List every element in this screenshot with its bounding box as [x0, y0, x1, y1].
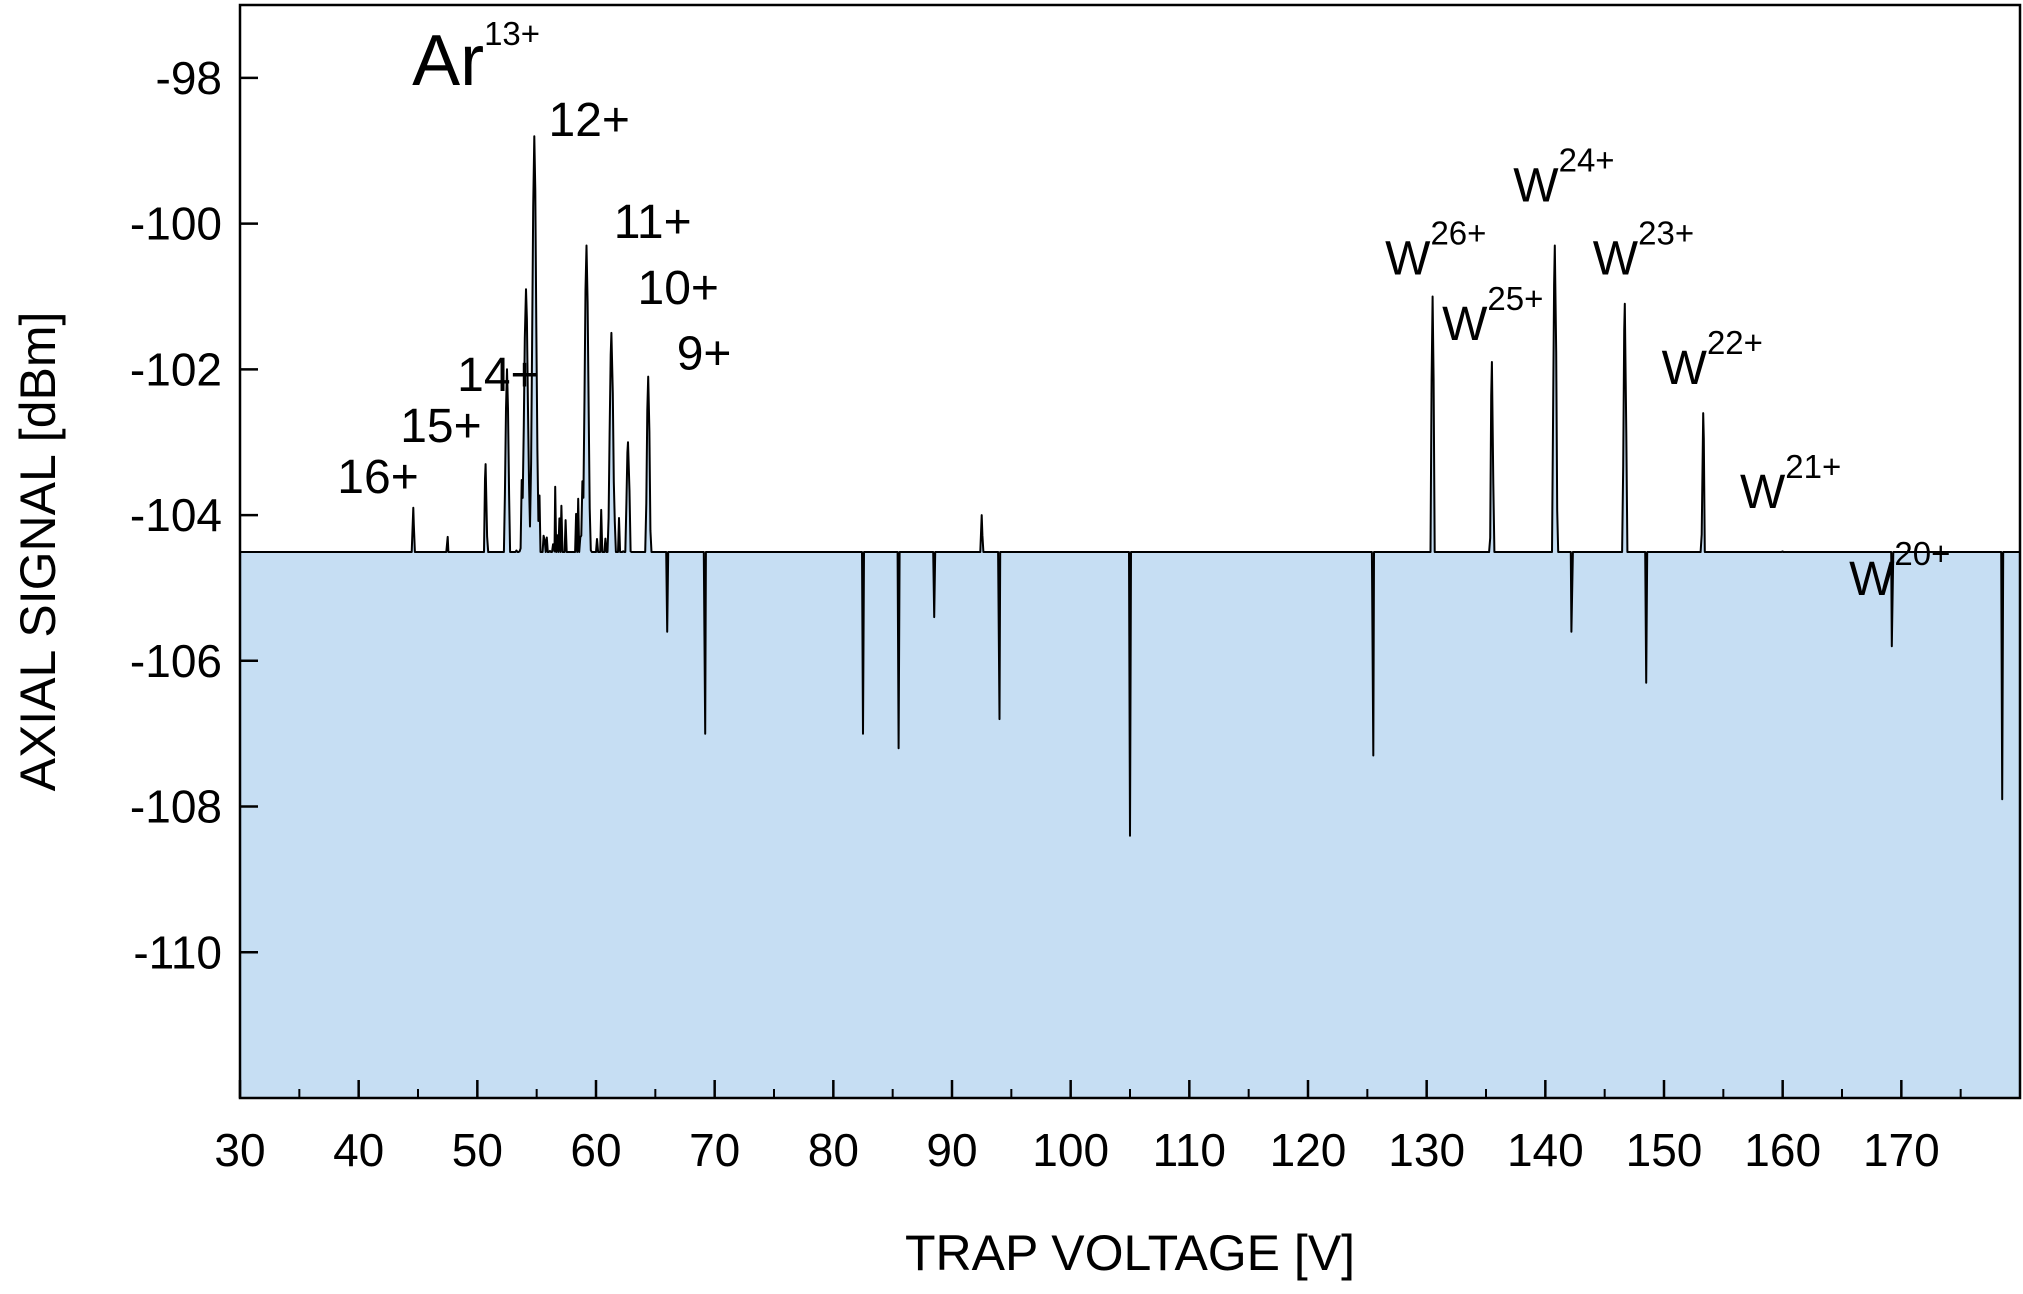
peak-label: W22+	[1662, 324, 1763, 395]
peak-label: 10+	[638, 262, 719, 315]
x-tick-label: 40	[333, 1124, 384, 1176]
peak-label: W23+	[1593, 215, 1694, 286]
annotations: Ar13+12+ 11+ 10+ 9+ 14+15+16+ W26+W25+ W24+W23…	[337, 15, 1950, 606]
peak-label: 16+	[337, 451, 418, 504]
plot-area	[240, 135, 2020, 1098]
y-tick-label: -100	[130, 198, 222, 250]
x-tick-label: 90	[926, 1124, 977, 1176]
peak-label: 11+	[614, 196, 692, 249]
y-tick-label: -106	[130, 635, 222, 687]
x-tick-label: 50	[452, 1124, 503, 1176]
y-tick-label: -102	[130, 343, 222, 395]
x-tick-label: 160	[1744, 1124, 1821, 1176]
x-tick-label: 30	[214, 1124, 265, 1176]
axes: 30 40 50 60 70 80 90 100 110 120 130 140 150 160 170 -9…	[130, 3, 2022, 1176]
peak-label: Ar13+	[412, 15, 540, 101]
peak-label: W25+	[1442, 280, 1543, 351]
x-tick-label: 150	[1626, 1124, 1703, 1176]
peak-label: W21+	[1740, 448, 1841, 519]
x-tick-label: 100	[1032, 1124, 1109, 1176]
x-tick-label: 70	[689, 1124, 740, 1176]
x-tick-label: 80	[808, 1124, 859, 1176]
peak-label: 15+	[400, 400, 481, 453]
signal-line	[240, 135, 2020, 837]
peak-label: W26+	[1385, 215, 1486, 286]
y-tick-label: -108	[130, 781, 222, 833]
y-tick-label: -110	[133, 926, 222, 978]
signal-fill	[240, 136, 2020, 1098]
y-tick-label: -98	[156, 52, 222, 104]
x-tick-label: 140	[1507, 1124, 1584, 1176]
x-tick-label: 130	[1388, 1124, 1465, 1176]
x-tick-label: 170	[1863, 1124, 1940, 1176]
peak-label: W20+	[1849, 535, 1950, 606]
x-axis-title: TRAP VOLTAGE [V]	[905, 1225, 1355, 1281]
x-tick-label: 120	[1270, 1124, 1347, 1176]
peak-label: 9+	[677, 327, 732, 380]
y-tick-label: -104	[130, 489, 222, 541]
peak-label: 14+	[457, 349, 538, 402]
x-tick-label: 60	[570, 1124, 621, 1176]
y-axis-title: AXIAL SIGNAL [dBm]	[10, 312, 66, 792]
x-tick-label: 110	[1153, 1124, 1226, 1176]
peak-label: W24+	[1513, 142, 1614, 213]
peak-label: 12+	[549, 94, 630, 147]
